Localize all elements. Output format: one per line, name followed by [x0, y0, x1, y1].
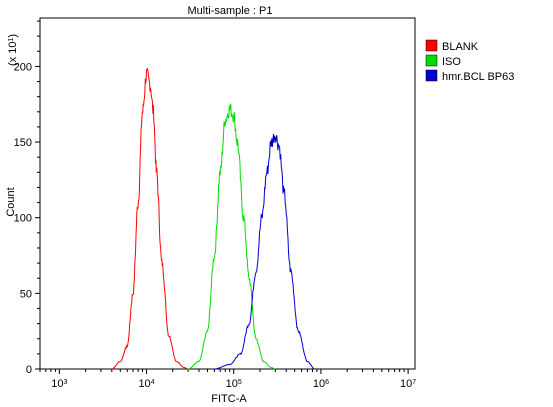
series-line-iso [188, 103, 276, 370]
x-axis-label: FITC-A [211, 393, 247, 405]
x-tick-exp: 3 [64, 379, 68, 386]
x-tick-label: 103 [51, 378, 67, 390]
y-tick-label: 100 [14, 213, 32, 225]
y-multiplier-prefix: (x 10 [7, 42, 19, 66]
series-line-blank [111, 67, 189, 370]
y-tick-label: 150 [14, 137, 32, 149]
legend-swatch [425, 69, 438, 82]
x-tick-label: 106 [313, 378, 329, 390]
x-tick-label: 105 [226, 378, 242, 390]
series-line-hmr-bcl-bp63 [214, 133, 315, 370]
legend-label: hmr.BCL BP63 [442, 71, 514, 83]
y-tick-label: 200 [14, 61, 32, 73]
x-tick-base: 10 [400, 378, 412, 390]
x-tick-exp: 6 [325, 379, 329, 386]
y-tick-label: 0 [26, 364, 32, 376]
x-tick-exp: 7 [412, 379, 416, 386]
y-multiplier-exp: 1 [8, 38, 15, 42]
legend-swatch [425, 54, 438, 67]
y-multiplier-suffix: ) [7, 34, 19, 38]
chart-title: Multi-sample : P1 [188, 5, 273, 17]
x-tick-base: 10 [226, 378, 238, 390]
y-tick-label: 50 [20, 288, 32, 300]
legend-label: BLANK [442, 41, 479, 53]
y-multiplier-label: (x 101) [7, 34, 19, 66]
y-axis-label: Count [5, 187, 17, 216]
legend-label: ISO [442, 56, 461, 68]
x-tick-base: 10 [138, 378, 150, 390]
legend-swatch [425, 39, 438, 52]
x-tick-label: 104 [138, 378, 154, 390]
plot-frame [39, 17, 416, 370]
x-tick-base: 10 [51, 378, 63, 390]
x-tick-base: 10 [313, 378, 325, 390]
x-tick-exp: 5 [238, 379, 242, 386]
x-tick-exp: 4 [151, 379, 155, 386]
x-tick-label: 107 [400, 378, 416, 390]
